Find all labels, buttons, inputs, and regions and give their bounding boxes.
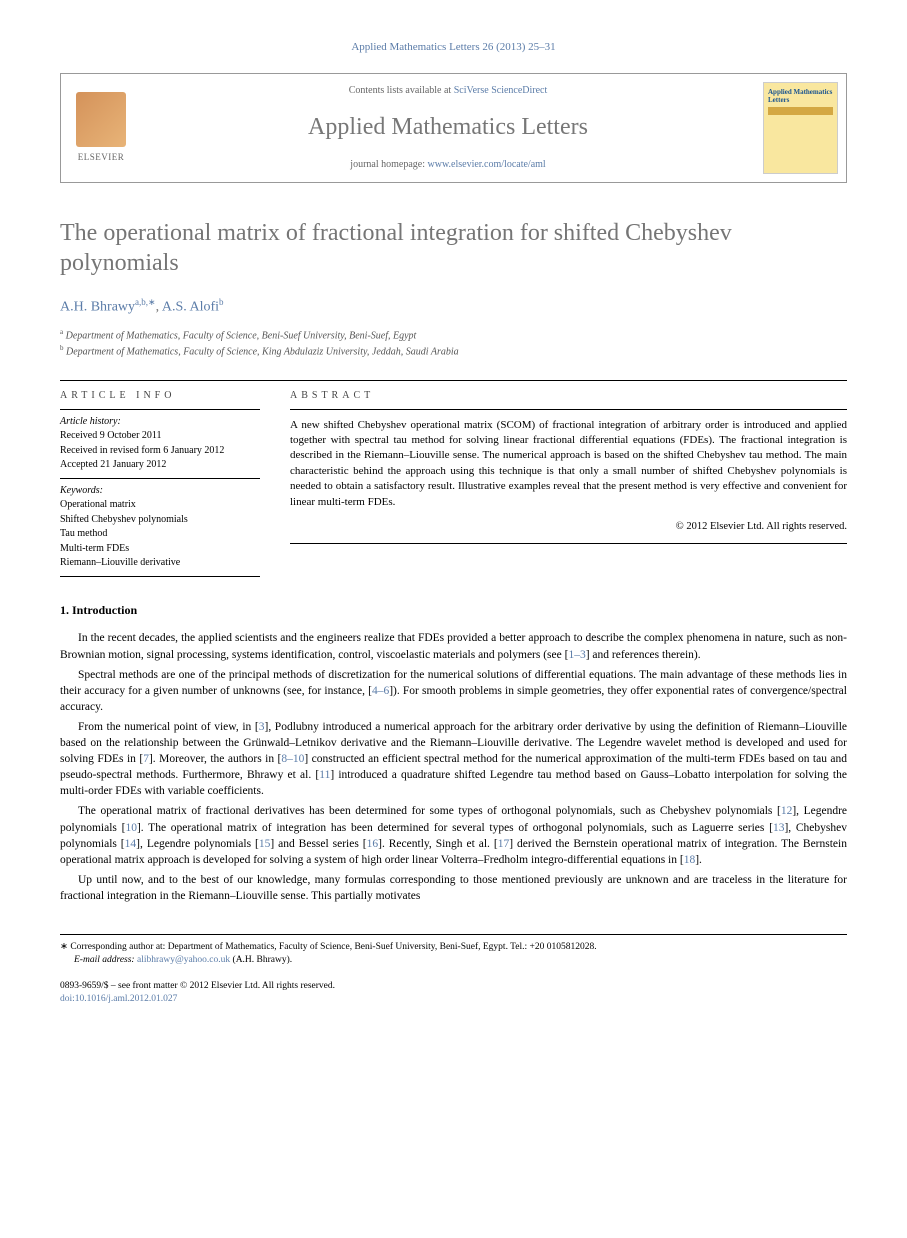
email-footnote: E-mail address: alibhrawy@yahoo.co.uk (A… — [60, 954, 847, 967]
body-paragraph: Up until now, and to the best of our kno… — [60, 872, 847, 904]
email-attrib: (A.H. Bhrawy). — [233, 955, 293, 965]
history-line: Accepted 21 January 2012 — [60, 458, 260, 473]
history-line: Received 9 October 2011 — [60, 429, 260, 444]
affiliation-line: b Department of Mathematics, Faculty of … — [60, 343, 847, 359]
abstract-column: ABSTRACT A new shifted Chebyshev operati… — [290, 381, 847, 577]
copyright-line: © 2012 Elsevier Ltd. All rights reserved… — [290, 520, 847, 535]
doi-label[interactable]: doi: — [60, 994, 75, 1004]
email-label: E-mail address: — [74, 955, 135, 965]
abstract-text: A new shifted Chebyshev operational matr… — [290, 410, 847, 510]
top-citation[interactable]: Applied Mathematics Letters 26 (2013) 25… — [60, 40, 847, 55]
body-paragraph: From the numerical point of view, in [3]… — [60, 719, 847, 799]
affil-marker: b — [60, 344, 64, 352]
affil-text: Department of Mathematics, Faculty of Sc… — [66, 347, 459, 358]
divider — [290, 543, 847, 544]
ref-link[interactable]: 4–6 — [372, 685, 389, 697]
ref-link[interactable]: 16 — [367, 838, 379, 850]
author-affil-marker: b — [219, 297, 224, 307]
header-center: Contents lists available at SciVerse Sci… — [141, 74, 755, 181]
history-label: Article history: — [60, 415, 260, 430]
corr-marker: ∗ — [60, 942, 68, 952]
author-link[interactable]: A.H. Bhrawy — [60, 299, 135, 314]
affil-text: Department of Mathematics, Faculty of Sc… — [66, 330, 417, 341]
article-title: The operational matrix of fractional int… — [60, 218, 847, 278]
ref-link[interactable]: 15 — [259, 838, 271, 850]
ref-link[interactable]: 13 — [773, 822, 785, 834]
history-line: Received in revised form 6 January 2012 — [60, 444, 260, 459]
keyword: Shifted Chebyshev polynomials — [60, 513, 260, 528]
ref-link[interactable]: 7 — [143, 753, 149, 765]
ref-link[interactable]: 17 — [498, 838, 510, 850]
body-paragraph: In the recent decades, the applied scien… — [60, 630, 847, 662]
cover-bar-icon — [768, 107, 833, 115]
keyword: Riemann–Liouville derivative — [60, 556, 260, 571]
divider — [60, 576, 260, 577]
journal-name: Applied Mathematics Letters — [161, 111, 735, 145]
keyword: Operational matrix — [60, 498, 260, 513]
info-label: ARTICLE INFO — [60, 381, 260, 409]
author-affil-marker: a,b, — [135, 297, 148, 307]
ref-link[interactable]: 8–10 — [281, 753, 304, 765]
article-info-column: ARTICLE INFO Article history: Received 9… — [60, 381, 260, 577]
info-abstract-row: ARTICLE INFO Article history: Received 9… — [60, 381, 847, 577]
elsevier-tree-icon — [76, 92, 126, 147]
journal-header: ELSEVIER Contents lists available at Sci… — [60, 73, 847, 182]
keywords-label: Keywords: — [60, 484, 260, 499]
author-link[interactable]: A.S. Alofi — [162, 299, 219, 314]
corr-footnote: ∗ Corresponding author at: Department of… — [60, 941, 847, 954]
email-link[interactable]: alibhrawy@yahoo.co.uk — [137, 955, 230, 965]
body-paragraph: The operational matrix of fractional der… — [60, 803, 847, 867]
footnote-divider — [60, 934, 847, 935]
corr-text: Corresponding author at: Department of M… — [70, 942, 596, 952]
homepage-link[interactable]: www.elsevier.com/locate/aml — [428, 159, 546, 170]
doi-line: doi:10.1016/j.aml.2012.01.027 — [60, 993, 847, 1006]
keyword: Tau method — [60, 527, 260, 542]
abstract-label: ABSTRACT — [290, 381, 847, 409]
ref-link[interactable]: 14 — [125, 838, 137, 850]
ref-link[interactable]: 12 — [781, 805, 793, 817]
ref-link[interactable]: 3 — [259, 721, 265, 733]
journal-cover-thumbnail[interactable]: Applied Mathematics Letters — [763, 82, 838, 173]
affil-marker: a — [60, 328, 63, 336]
keywords-block: Keywords: Operational matrix Shifted Che… — [60, 479, 260, 576]
issn-line: 0893-9659/$ – see front matter © 2012 El… — [60, 980, 847, 993]
authors-line: A.H. Bhrawya,b,∗, A.S. Alofib — [60, 296, 847, 317]
publisher-name: ELSEVIER — [78, 151, 125, 164]
keyword: Multi-term FDEs — [60, 542, 260, 557]
cover-title: Applied Mathematics Letters — [768, 89, 833, 104]
section-heading: 1. Introduction — [60, 602, 847, 619]
sciencedirect-link[interactable]: SciVerse ScienceDirect — [454, 85, 548, 96]
ref-link[interactable]: 11 — [319, 769, 330, 781]
contents-prefix: Contents lists available at — [349, 85, 454, 96]
ref-link[interactable]: 18 — [684, 854, 696, 866]
elsevier-logo[interactable]: ELSEVIER — [61, 74, 141, 181]
homepage-line: journal homepage: www.elsevier.com/locat… — [161, 158, 735, 172]
footnotes: ∗ Corresponding author at: Department of… — [60, 941, 847, 968]
bottom-block: 0893-9659/$ – see front matter © 2012 El… — [60, 980, 847, 1007]
affiliations: a Department of Mathematics, Faculty of … — [60, 327, 847, 360]
homepage-prefix: journal homepage: — [350, 159, 427, 170]
body-paragraph: Spectral methods are one of the principa… — [60, 667, 847, 715]
corr-marker: ∗ — [148, 297, 156, 307]
doi-link[interactable]: 10.1016/j.aml.2012.01.027 — [75, 994, 178, 1004]
contents-line: Contents lists available at SciVerse Sci… — [161, 84, 735, 98]
ref-link[interactable]: 1–3 — [568, 649, 585, 661]
ref-link[interactable]: 10 — [125, 822, 137, 834]
affiliation-line: a Department of Mathematics, Faculty of … — [60, 327, 847, 343]
article-history: Article history: Received 9 October 2011… — [60, 410, 260, 478]
